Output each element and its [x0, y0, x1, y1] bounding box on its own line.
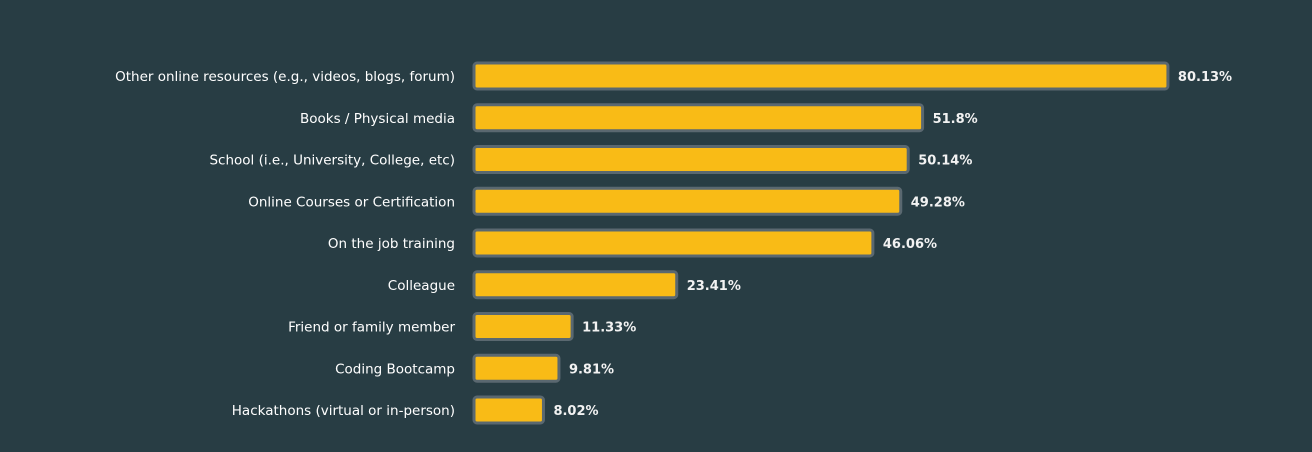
data-label: 46.06%: [883, 237, 937, 252]
category-label: Hackathons (virtual or in-person): [232, 403, 455, 419]
category-label: Coding Bootcamp: [335, 361, 455, 377]
bar: [472, 395, 545, 425]
data-label: 51.8%: [933, 112, 978, 127]
bar: [472, 228, 875, 258]
category-label: Online Courses or Certification: [248, 194, 455, 210]
bar: [472, 312, 574, 341]
data-label: 9.81%: [569, 362, 614, 377]
bar: [472, 61, 1170, 91]
category-label: Colleague: [388, 278, 455, 294]
category-label: Books / Physical media: [300, 111, 455, 127]
data-label: 49.28%: [911, 195, 965, 210]
category-label: School (i.e., University, College, etc): [209, 153, 455, 169]
data-label: 23.41%: [687, 279, 741, 294]
bar: [472, 353, 561, 383]
category-label: Friend or family member: [288, 320, 455, 336]
data-label: 50.14%: [918, 154, 972, 169]
data-label: 11.33%: [582, 321, 636, 336]
data-label: 80.13%: [1178, 70, 1232, 85]
bar: [472, 186, 903, 216]
category-label: On the job training: [328, 236, 455, 252]
bar: [472, 103, 925, 133]
bar: [472, 270, 679, 300]
bar: [472, 145, 910, 174]
category-label: Other online resources (e.g., videos, bl…: [115, 69, 455, 85]
data-label: 8.02%: [553, 404, 598, 419]
